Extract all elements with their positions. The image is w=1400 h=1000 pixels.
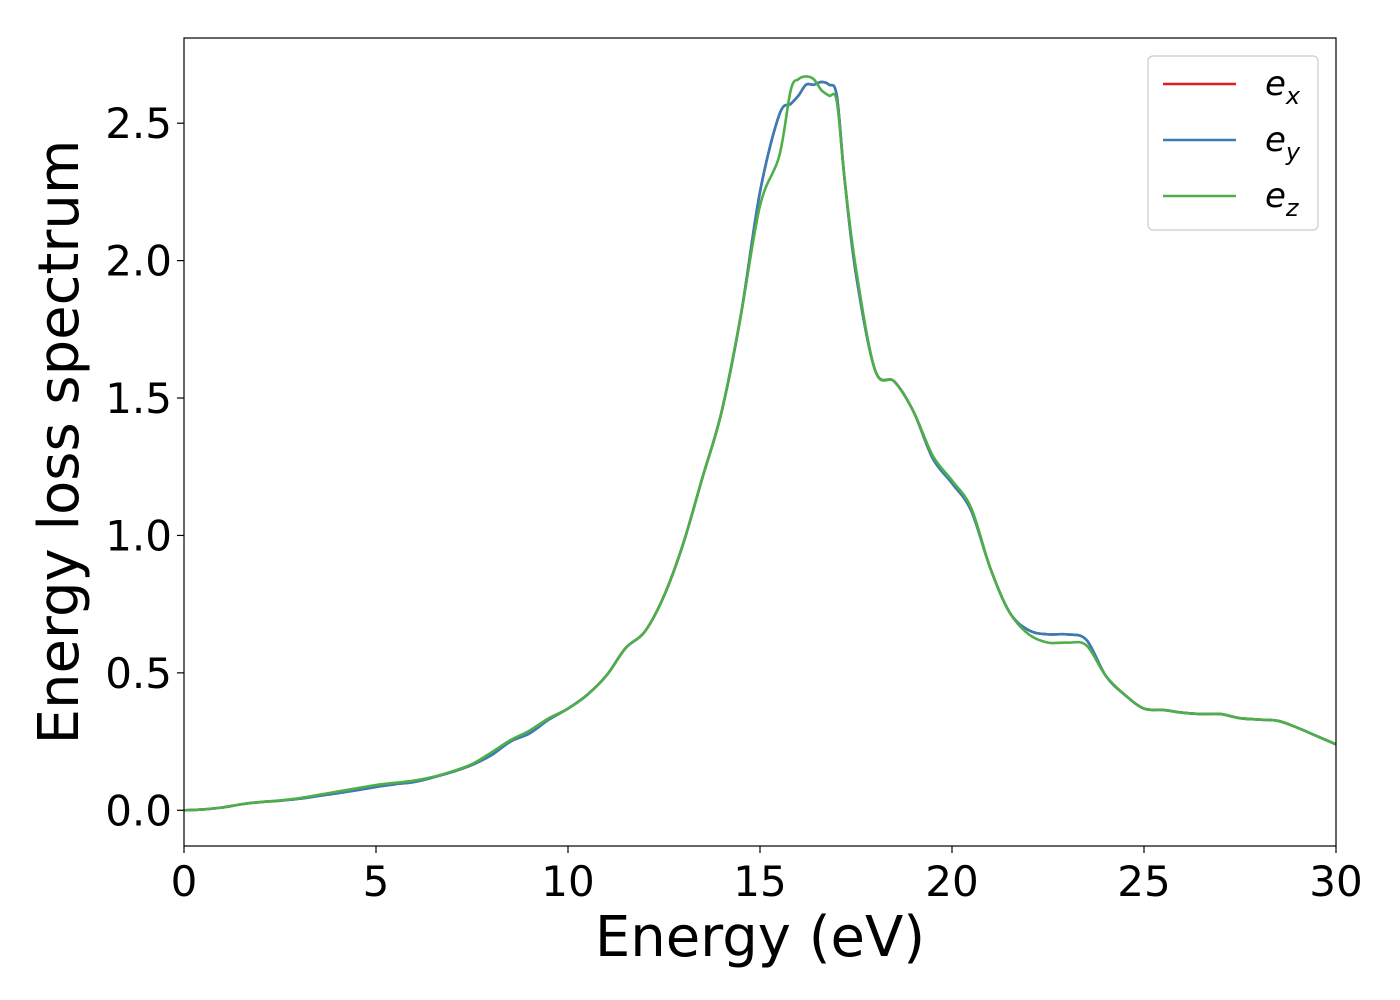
legend-label-base: e	[1265, 120, 1286, 160]
legend-label-e-z: ez	[1265, 176, 1300, 222]
legend-label-e-y: ey	[1265, 120, 1301, 166]
y-axis-label: Energy loss spectrum	[27, 140, 92, 745]
x-tick-label: 25	[1117, 857, 1170, 906]
x-tick-label: 30	[1309, 857, 1362, 906]
x-tick-label: 20	[925, 857, 978, 906]
y-tick-label: 2.0	[105, 237, 172, 286]
legend-label-subscript: x	[1285, 82, 1301, 110]
y-tick-label: 1.0	[105, 511, 172, 560]
y-tick-label: 1.5	[105, 374, 172, 423]
legend-label-e-x: ex	[1265, 64, 1301, 110]
y-tick-label: 0.5	[105, 649, 172, 698]
legend-label-subscript: y	[1285, 138, 1301, 166]
x-tick-label: 5	[363, 857, 390, 906]
x-tick-label: 15	[733, 857, 786, 906]
x-tick-label: 0	[171, 857, 198, 906]
x-axis-label: Energy (eV)	[595, 905, 925, 970]
y-axis-ticks: 0.0 0.5 1.0 1.5 2.0 2.5	[105, 99, 184, 835]
legend-label-subscript: z	[1285, 194, 1300, 222]
series-line-e-z	[184, 75, 1336, 812]
legend-label-base: e	[1265, 176, 1286, 216]
x-axis-ticks: 0 5 10 15 20 25 30	[171, 846, 1363, 906]
series-layer	[184, 75, 1336, 812]
y-tick-label: 2.5	[105, 99, 172, 148]
x-tick-label: 10	[541, 857, 594, 906]
legend-box	[1147, 55, 1319, 231]
legend-label-base: e	[1265, 64, 1286, 104]
y-tick-label: 0.0	[105, 786, 172, 835]
